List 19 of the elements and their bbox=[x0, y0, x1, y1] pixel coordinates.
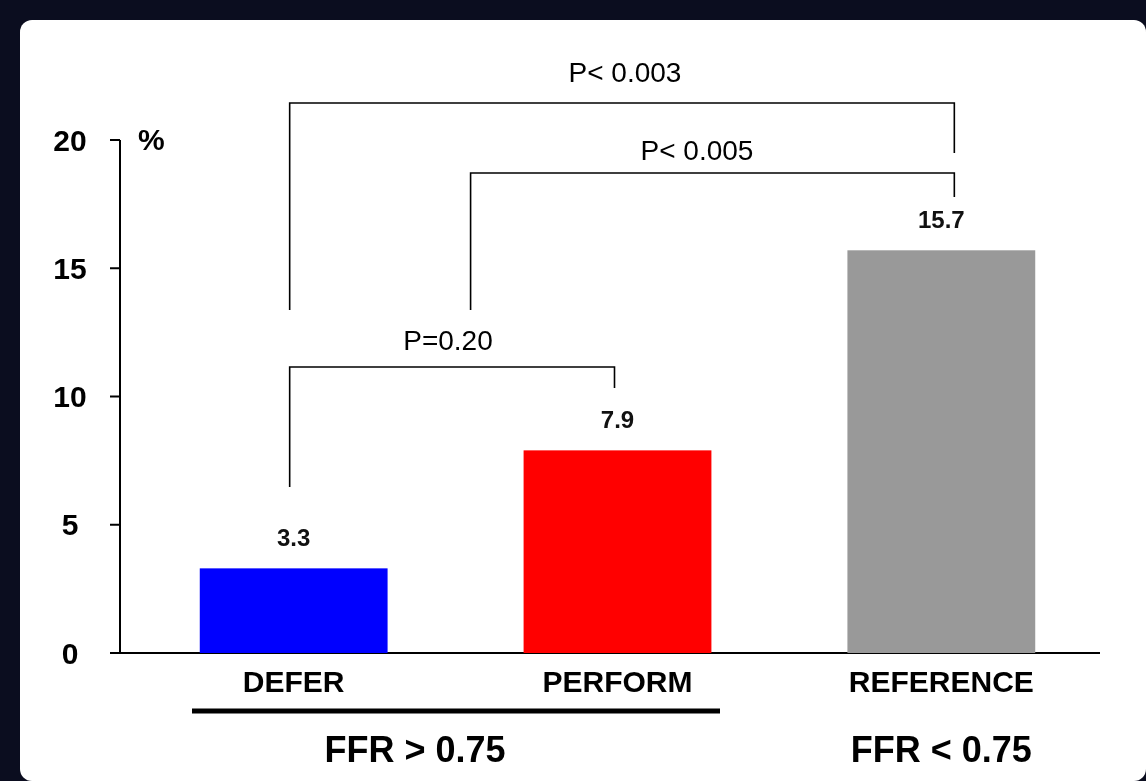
text: FFR < 0.75 bbox=[850, 729, 1032, 770]
y-tick-label: 10 bbox=[53, 380, 87, 413]
annotation: P< 0.005 bbox=[640, 135, 754, 166]
data-label: 15.7 bbox=[917, 206, 965, 234]
x-tick-label: PERFORM bbox=[542, 665, 693, 698]
x-tick-label: REFERENCE bbox=[848, 665, 1034, 698]
annotation: P=0.20 bbox=[403, 325, 493, 356]
x-tick-label: DEFER bbox=[242, 665, 345, 698]
bar bbox=[523, 450, 712, 653]
text: P< 0.003 bbox=[568, 57, 682, 88]
bar bbox=[199, 568, 388, 653]
text: FFR > 0.75 bbox=[324, 729, 506, 770]
data-label: 7.9 bbox=[600, 406, 635, 434]
y-tick-label: 5 bbox=[61, 508, 79, 542]
y-tick-label: 0 bbox=[61, 636, 79, 670]
data-label: 3.3 bbox=[276, 524, 311, 552]
y-axis-title: % bbox=[138, 123, 165, 156]
y-tick-label: 15 bbox=[53, 251, 87, 285]
y-tick-label: 20 bbox=[53, 123, 87, 157]
